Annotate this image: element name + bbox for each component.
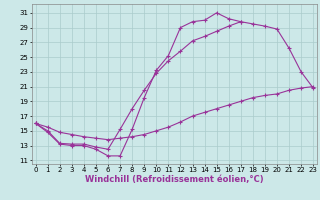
X-axis label: Windchill (Refroidissement éolien,°C): Windchill (Refroidissement éolien,°C) bbox=[85, 175, 264, 184]
